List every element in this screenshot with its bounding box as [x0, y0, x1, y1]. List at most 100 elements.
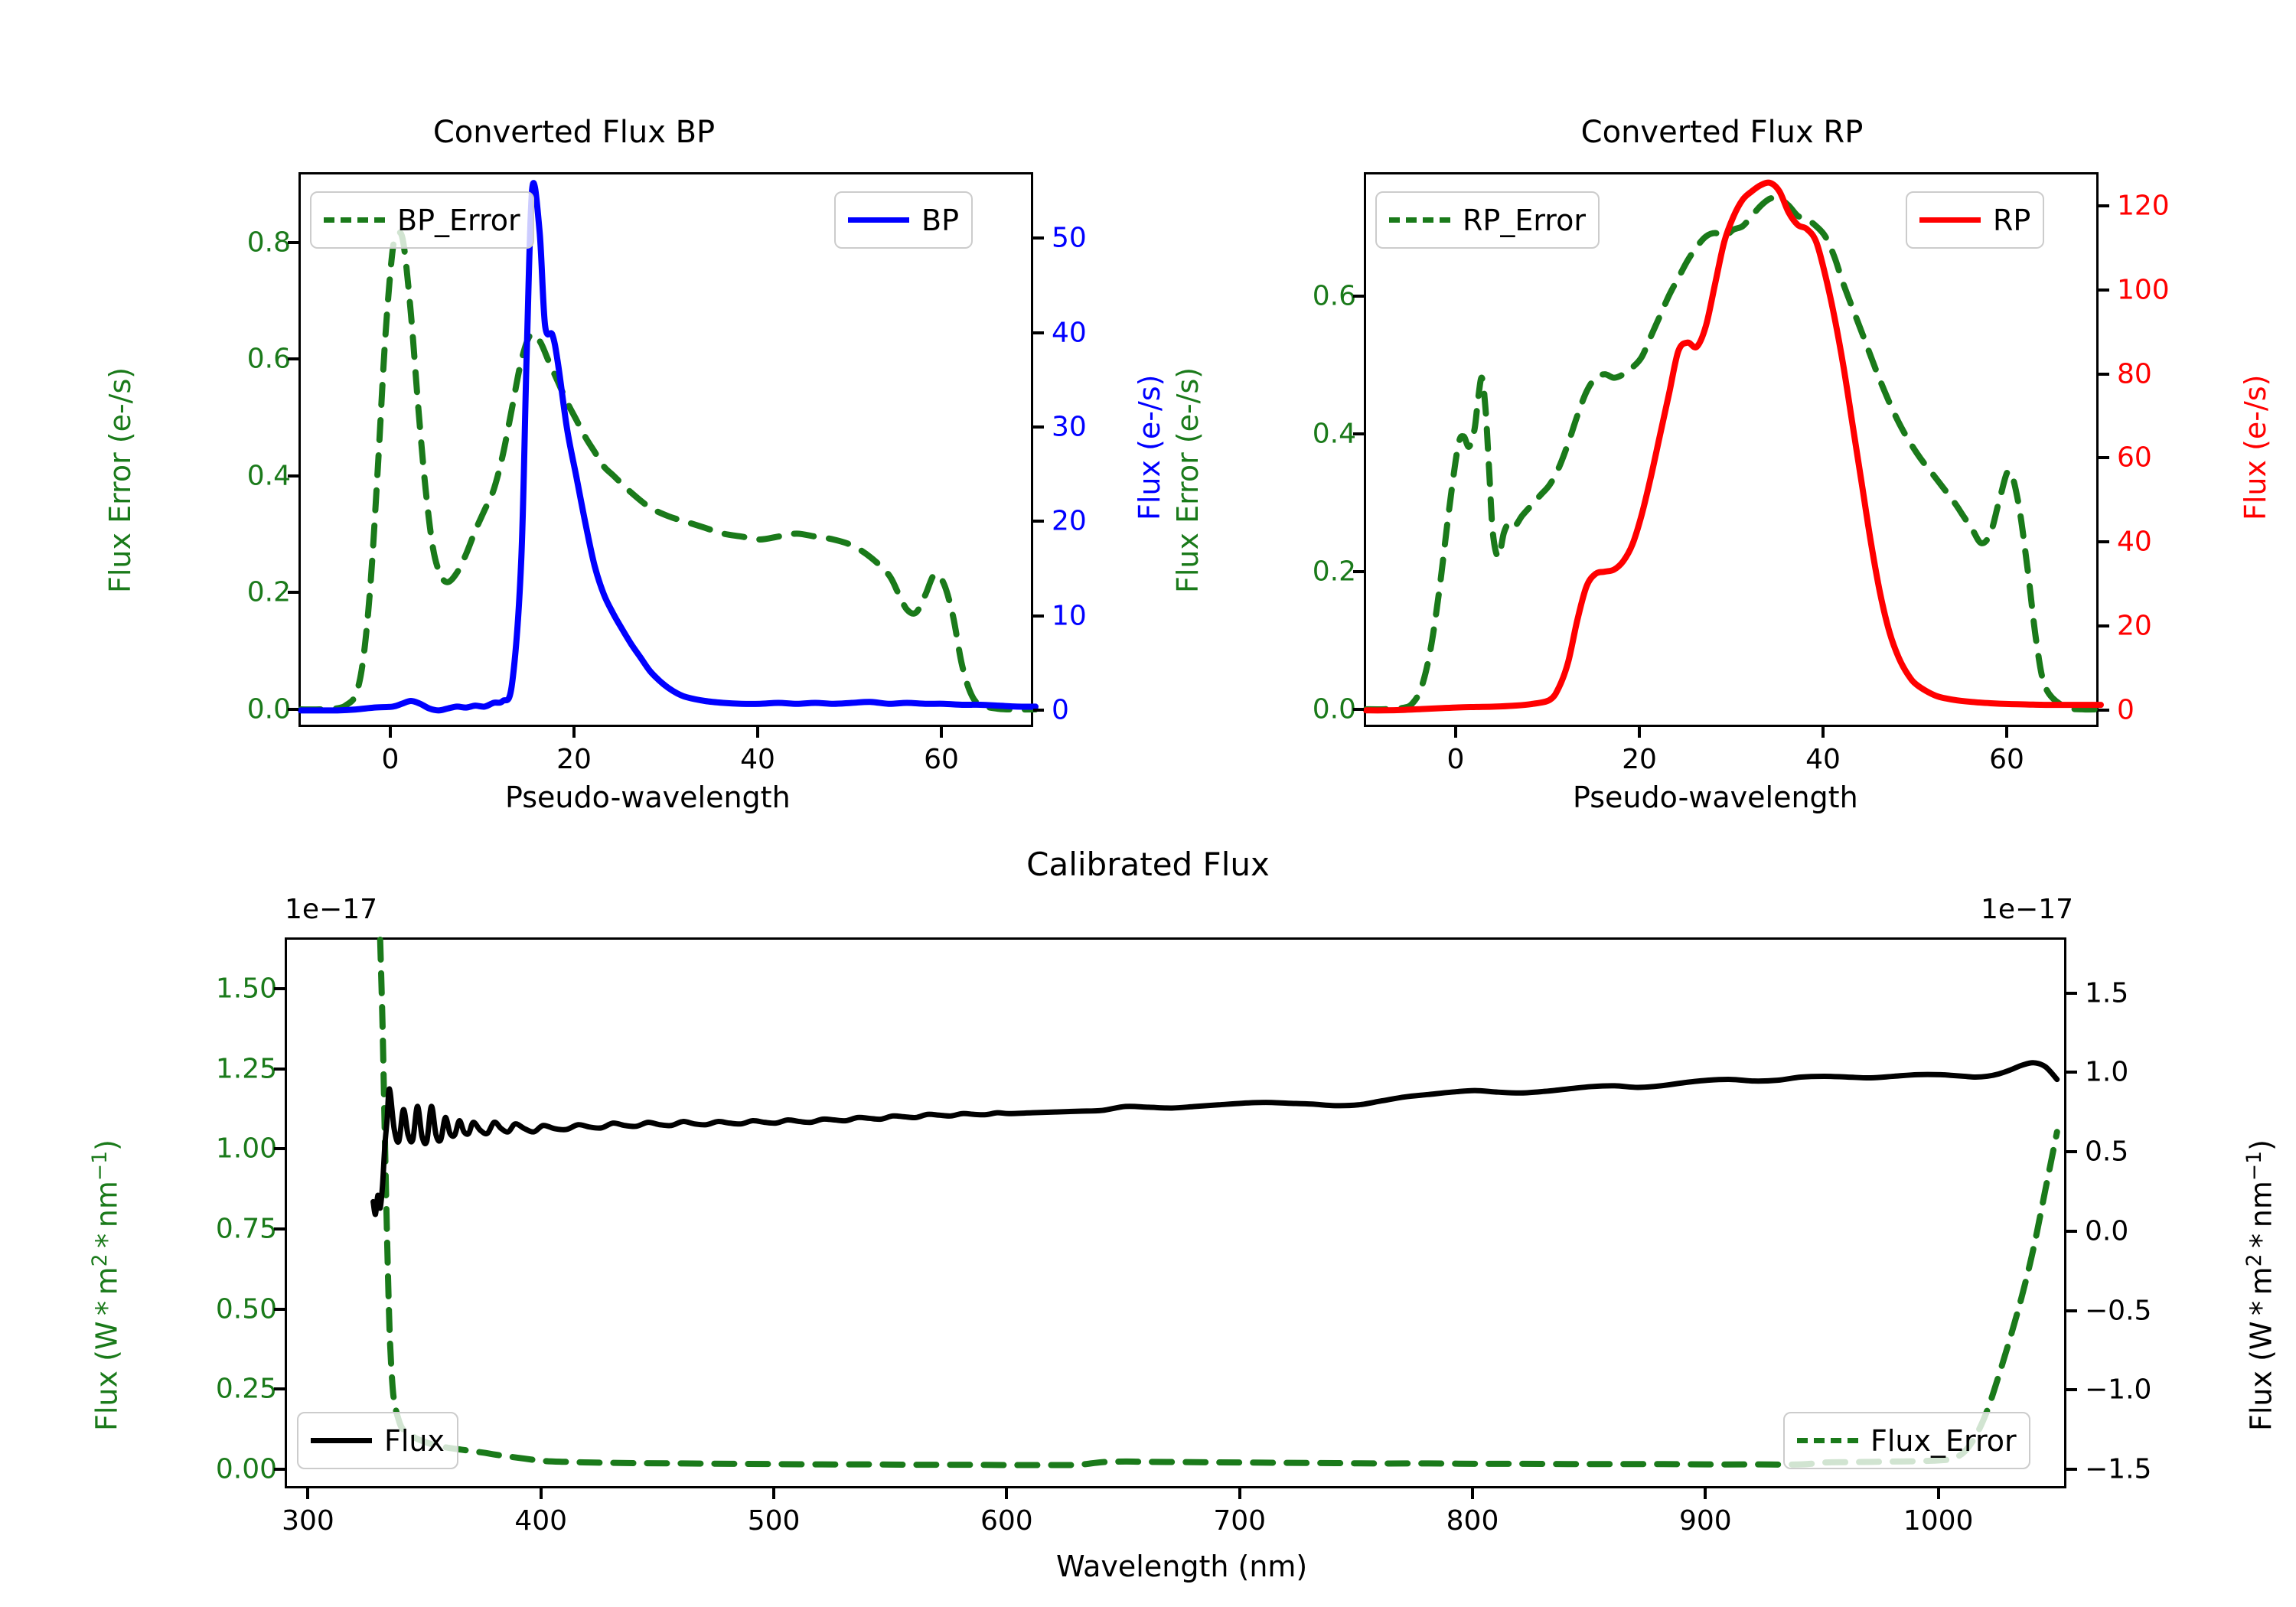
bp-legend[interactable]: BP [834, 191, 973, 249]
bp-error-legend-label: BP_Error [397, 203, 520, 237]
tick-mark [2099, 204, 2109, 207]
tick-mark [539, 1488, 543, 1499]
tick-mark [2099, 288, 2109, 292]
tick-mark [274, 1147, 285, 1151]
bp-curves-svg [298, 180, 1039, 714]
tick-mark [2099, 709, 2109, 712]
tick-mark [274, 986, 285, 990]
rp-xt-tick: 20 [1622, 744, 1657, 775]
calibrated-plot-area [285, 937, 2066, 1488]
tick-mark [274, 1307, 285, 1311]
bp-legend-swatch [848, 217, 909, 223]
calibrated-flux-error-legend[interactable]: Flux_Error [1783, 1412, 2030, 1469]
calibrated-flux-legend[interactable]: Flux [297, 1412, 458, 1469]
tick-mark [274, 1387, 285, 1391]
bp-ytl-tick: 0.0 [246, 693, 291, 725]
calibrated-x-axis-title: Wavelength (nm) [1056, 1550, 1308, 1583]
rp-ytl-tick: 0.2 [1312, 556, 1356, 588]
tick-mark [2066, 1388, 2077, 1392]
tick-mark [1033, 425, 1044, 429]
cal-ytr-tick: −1.5 [2085, 1453, 2152, 1485]
tick-mark [274, 1067, 285, 1071]
calibrated-right-axis-title: Flux (W * m2 * nm−1) [2242, 1139, 2278, 1431]
calibrated-left-axis-title: Flux (W * m2 * nm−1) [88, 1139, 124, 1431]
tick-mark [1238, 1488, 1241, 1499]
tick-mark [1454, 727, 1457, 738]
calibrated-flux-legend-label: Flux [384, 1423, 445, 1458]
rp-legend-label: RP [1993, 203, 2031, 237]
bp-ytr-tick: 0 [1052, 694, 1069, 726]
tick-mark [2066, 991, 2077, 995]
bp-panel-title: Converted Flux BP [432, 115, 716, 150]
tick-mark [1471, 1488, 1474, 1499]
rp-panel-title: Converted Flux RP [1580, 115, 1864, 150]
bp-xt-tick: 60 [924, 744, 959, 775]
bp-xt-tick: 20 [556, 744, 592, 775]
tick-mark [306, 1488, 310, 1499]
panel-calibrated-flux: Calibrated Flux 1e−17 1e−17 0.00 0.25 0.50… [0, 826, 2296, 1607]
tick-mark [1353, 708, 1364, 712]
tick-mark [1033, 614, 1044, 618]
series-flux [370, 1060, 2060, 1217]
tick-mark [940, 727, 943, 738]
rp-ytl-tick: 0.6 [1312, 280, 1356, 312]
rp-error-legend[interactable]: RP_Error [1375, 191, 1600, 249]
bp-ytr-tick: 10 [1052, 600, 1087, 631]
bp-error-legend[interactable]: BP_Error [310, 191, 534, 249]
rp-ytr-tick: 40 [2117, 526, 2152, 558]
panel-converted-flux-bp: Converted Flux BP 0.0 0.2 0.4 0.6 0.8 0 10 20 3… [0, 0, 1166, 826]
cal-ytr-tick: −1.0 [2085, 1374, 2152, 1406]
tick-mark [756, 727, 759, 738]
cal-ytl-tick: 0.75 [215, 1213, 277, 1245]
tick-mark [1704, 1488, 1707, 1499]
cal-xt-tick: 1000 [1903, 1505, 1974, 1537]
cal-ytr-tick: 1.5 [2085, 977, 2129, 1009]
rp-xt-tick: 40 [1805, 744, 1841, 775]
cal-xt-tick: 500 [747, 1505, 801, 1537]
tick-mark [1353, 295, 1364, 298]
calibrated-panel-title: Calibrated Flux [1026, 846, 1270, 883]
bp-ytl-tick: 0.4 [246, 460, 291, 492]
cal-ytr-tick: 0.5 [2085, 1136, 2129, 1168]
tick-mark [1821, 727, 1825, 738]
bp-ytr-tick: 50 [1052, 222, 1087, 254]
rp-right-axis-title: Flux (e-/s) [2239, 374, 2272, 520]
series-flux_error [377, 937, 2060, 1468]
bp-ytl-tick: 0.2 [246, 576, 291, 608]
bp-ytr-tick: 30 [1052, 411, 1087, 443]
cal-xt-tick: 800 [1446, 1505, 1499, 1537]
cal-xt-tick: 900 [1678, 1505, 1732, 1537]
bp-xt-tick: 40 [740, 744, 775, 775]
rp-legend[interactable]: RP [1906, 191, 2045, 249]
series-bp [298, 180, 1039, 714]
bp-error-legend-swatch [324, 217, 385, 223]
rp-x-axis-title: Pseudo-wavelength [1573, 781, 1858, 814]
tick-mark [2066, 1468, 2077, 1472]
rp-plot-area [1363, 172, 2104, 727]
cal-xt-tick: 700 [1213, 1505, 1267, 1537]
rp-ytr-tick: 60 [2117, 442, 2152, 474]
bp-ytr-tick: 40 [1052, 317, 1087, 349]
cal-ytl-tick: 0.00 [215, 1453, 277, 1485]
rp-curves-svg [1363, 179, 2104, 714]
tick-mark [1033, 520, 1044, 523]
tick-mark [1638, 727, 1641, 738]
cal-ytl-tick: 0.50 [215, 1293, 277, 1325]
tick-mark [1033, 331, 1044, 334]
bp-legend-label: BP [921, 203, 959, 237]
rp-xt-tick: 0 [1446, 744, 1465, 775]
panel-converted-flux-rp: Converted Flux RP 0.0 0.2 0.4 0.6 0 20 40 60 80… [1148, 0, 2296, 826]
bp-plot-area [298, 172, 1039, 727]
tick-mark [2099, 540, 2109, 544]
rp-ytl-tick: 0.4 [1312, 418, 1356, 450]
series-bp_error [298, 229, 1039, 713]
rp-error-legend-label: RP_Error [1463, 203, 1586, 237]
bp-x-axis-title: Pseudo-wavelength [505, 781, 791, 814]
tick-mark [2066, 1309, 2077, 1312]
tick-mark [274, 1227, 285, 1231]
cal-ytl-tick: 1.00 [215, 1133, 277, 1165]
rp-ytr-tick: 20 [2117, 610, 2152, 642]
tick-mark [2005, 727, 2008, 738]
rp-left-axis-title: Flux Error (e-/s) [1171, 367, 1205, 593]
